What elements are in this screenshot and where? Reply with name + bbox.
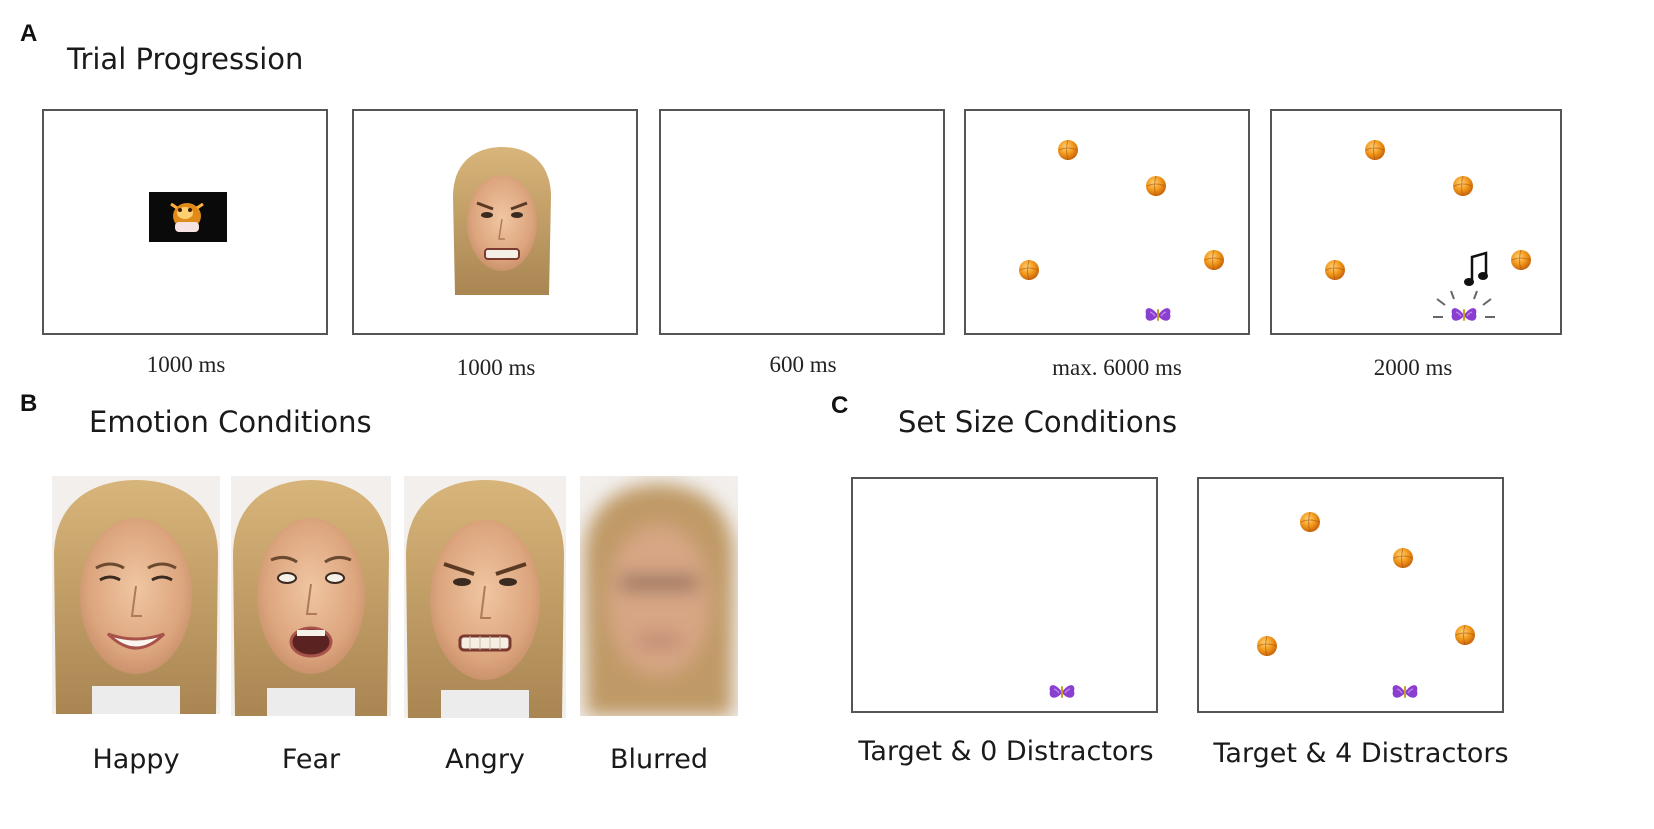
distractor-ball — [1299, 511, 1321, 533]
angry-face-image — [453, 147, 551, 295]
emotion-label: Angry — [445, 744, 525, 775]
butterfly-target — [1392, 684, 1418, 699]
distractor-ball — [1145, 175, 1167, 197]
angry-face-image — [404, 476, 566, 718]
emotion-label: Fear — [281, 744, 341, 775]
emotion-label: Happy — [92, 744, 180, 775]
happy-face-image — [52, 476, 220, 714]
distractor-ball — [1452, 175, 1474, 197]
trial-frame-reward — [42, 109, 328, 335]
distractor-ball — [1256, 635, 1278, 657]
emotion-label: Blurred — [609, 744, 709, 775]
distractor-ball — [1510, 249, 1532, 271]
duration-label: 1000 ms — [146, 352, 226, 377]
trial-frame-feedback — [1270, 109, 1562, 335]
set-size-frame-0 — [851, 477, 1158, 713]
distractor-ball — [1018, 259, 1040, 281]
set-size-label: Target & 4 Distractors — [1213, 738, 1509, 769]
butterfly-target — [1145, 307, 1171, 322]
fear-face-image — [231, 476, 391, 716]
set-size-conditions-title: Set Size Conditions — [898, 405, 1178, 439]
sparkle-lines-icon — [1433, 290, 1495, 318]
distractor-ball — [1364, 139, 1386, 161]
duration-label: 2000 ms — [1373, 355, 1453, 380]
music-note-icon — [1464, 251, 1488, 286]
duration-label: 600 ms — [769, 352, 837, 377]
emotion-conditions-title: Emotion Conditions — [89, 405, 372, 439]
distractor-ball — [1203, 249, 1225, 271]
trial-frame-face — [352, 109, 638, 335]
panel-letter-b: B — [20, 390, 38, 417]
panel-letter-a: A — [20, 20, 38, 47]
blurred-face-image — [580, 476, 738, 716]
distractor-ball — [1324, 259, 1346, 281]
trial-frame-blank — [659, 109, 945, 335]
trial-frame-search — [964, 109, 1250, 335]
butterfly-target — [1451, 307, 1477, 322]
duration-label: 1000 ms — [456, 355, 536, 380]
distractor-ball — [1454, 624, 1476, 646]
butterfly-target — [1049, 684, 1075, 699]
distractor-ball — [1057, 139, 1079, 161]
reward-image — [149, 192, 227, 242]
set-size-frame-4 — [1197, 477, 1504, 713]
set-size-label: Target & 0 Distractors — [858, 736, 1154, 767]
distractor-ball — [1392, 547, 1414, 569]
panel-letter-c: C — [831, 392, 849, 419]
duration-label: max. 6000 ms — [1052, 355, 1182, 380]
trial-progression-title: Trial Progression — [67, 42, 304, 76]
